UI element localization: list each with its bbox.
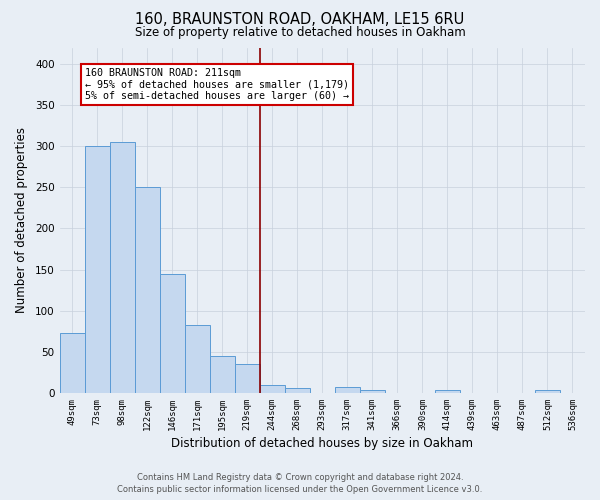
Bar <box>235 364 260 393</box>
Bar <box>160 274 185 393</box>
Bar <box>435 390 460 393</box>
Y-axis label: Number of detached properties: Number of detached properties <box>15 127 28 313</box>
Bar <box>535 390 560 393</box>
Text: 160, BRAUNSTON ROAD, OAKHAM, LE15 6RU: 160, BRAUNSTON ROAD, OAKHAM, LE15 6RU <box>136 12 464 28</box>
Text: Size of property relative to detached houses in Oakham: Size of property relative to detached ho… <box>134 26 466 39</box>
Bar <box>260 384 285 393</box>
Bar <box>185 324 209 393</box>
X-axis label: Distribution of detached houses by size in Oakham: Distribution of detached houses by size … <box>171 437 473 450</box>
Text: Contains HM Land Registry data © Crown copyright and database right 2024.
Contai: Contains HM Land Registry data © Crown c… <box>118 472 482 494</box>
Bar <box>285 388 310 393</box>
Bar <box>59 333 85 393</box>
Bar <box>209 356 235 393</box>
Bar <box>85 146 110 393</box>
Bar <box>335 387 360 393</box>
Bar <box>110 142 134 393</box>
Bar <box>360 390 385 393</box>
Bar <box>134 188 160 393</box>
Text: 160 BRAUNSTON ROAD: 211sqm
← 95% of detached houses are smaller (1,179)
5% of se: 160 BRAUNSTON ROAD: 211sqm ← 95% of deta… <box>85 68 349 102</box>
